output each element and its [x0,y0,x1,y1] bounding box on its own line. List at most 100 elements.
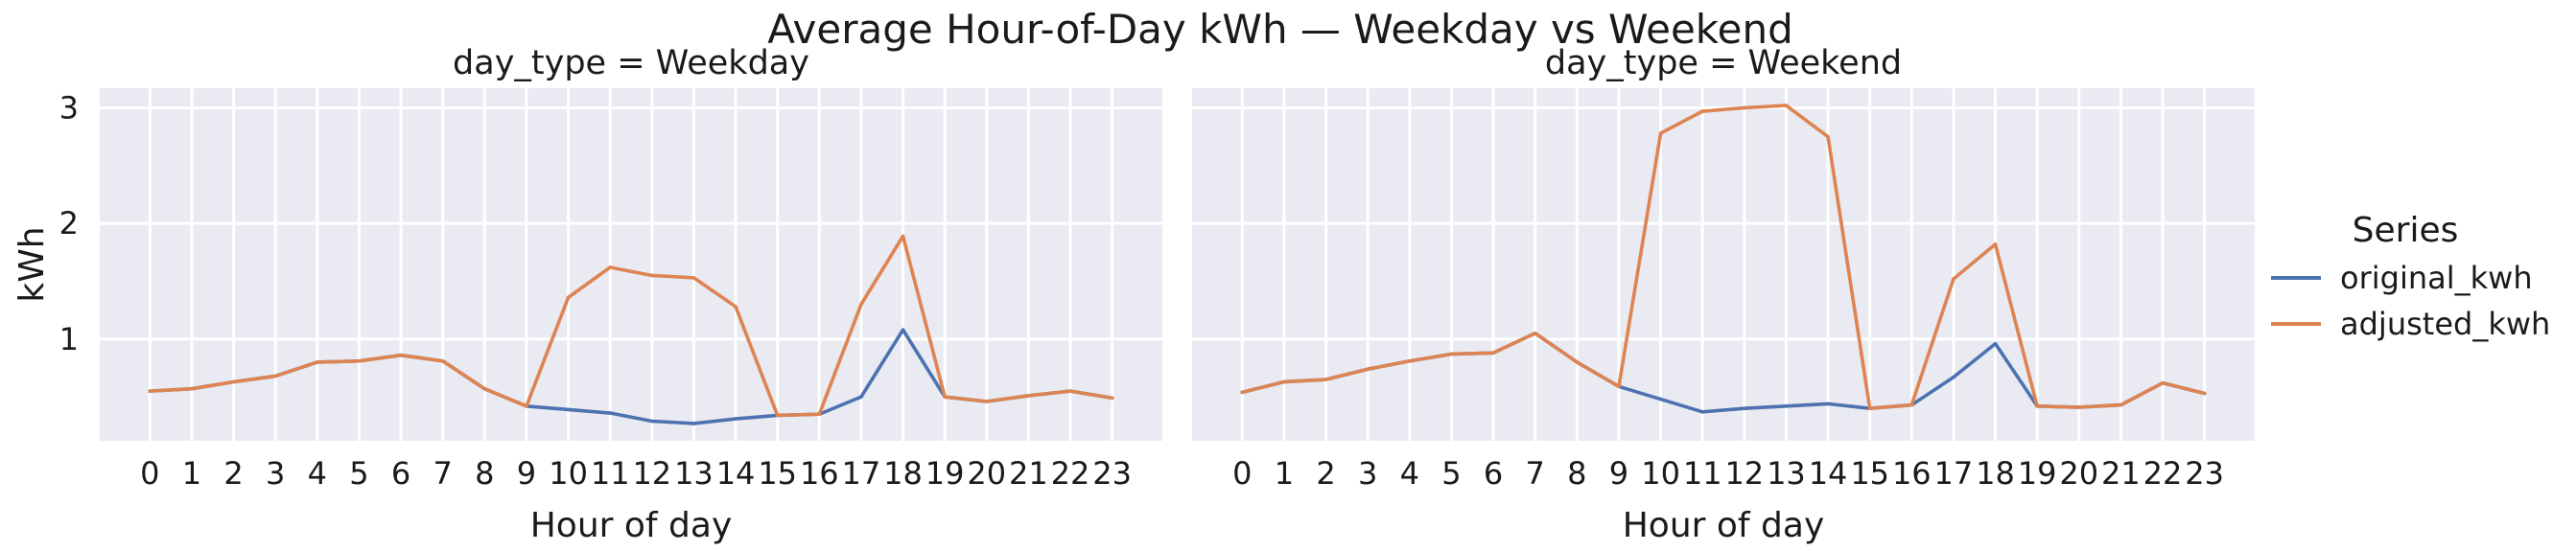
x-tick-label: 7 [433,455,453,492]
data-point-original_kwh [1784,404,1789,408]
data-point-adjusted_kwh [984,400,989,403]
data-point-adjusted_kwh [482,386,487,391]
x-tick-label: 11 [591,455,630,492]
legend-label-adjusted_kwh: adjusted_kwh [2340,306,2550,342]
x-tick-label: 2 [223,455,243,492]
data-point-adjusted_kwh [943,395,947,399]
x-tick-label: 12 [632,455,671,492]
data-point-adjusted_kwh [1449,352,1454,356]
data-point-adjusted_kwh [357,358,362,363]
data-point-adjusted_kwh [190,386,194,391]
data-point-adjusted_kwh [231,379,236,384]
data-point-original_kwh [1826,402,1830,406]
y-tick-label: 1 [59,321,79,357]
x-tick-label: 17 [1934,455,1974,492]
x-tick-label: 0 [140,455,159,492]
x-tick-label: 7 [1526,455,1545,492]
data-point-adjusted_kwh [273,374,278,379]
data-point-original_kwh [1952,375,1955,379]
x-tick-label: 8 [475,455,494,492]
x-tick-label: 8 [1567,455,1586,492]
data-point-original_kwh [734,417,738,421]
data-point-adjusted_kwh [1575,360,1580,364]
chart-title: Average Hour-of-Day kWh — Weekday vs Wee… [767,6,1792,53]
data-point-adjusted_kwh [1026,394,1031,398]
x-tick-label: 9 [1609,455,1628,492]
x-tick-label: 4 [1400,455,1419,492]
data-point-original_kwh [859,395,863,399]
x-tick-label: 21 [1009,455,1048,492]
data-point-adjusted_kwh [1952,277,1955,281]
data-point-adjusted_kwh [775,413,780,418]
legend-label-original_kwh: original_kwh [2340,260,2533,296]
x-tick-label: 14 [716,455,756,492]
data-point-adjusted_kwh [1491,351,1495,356]
data-point-adjusted_kwh [2076,405,2081,409]
y-axis-label: kWh [12,226,52,302]
data-point-adjusted_kwh [2202,391,2207,396]
data-point-adjusted_kwh [525,404,528,408]
x-tick-label: 16 [800,455,839,492]
x-tick-label: 5 [1441,455,1461,492]
data-point-original_kwh [1993,341,1998,346]
x-tick-label: 5 [349,455,368,492]
data-point-adjusted_kwh [859,302,863,307]
plot-background [1192,88,2255,441]
legend-title: Series [2353,211,2459,250]
data-point-adjusted_kwh [1110,396,1114,401]
data-point-adjusted_kwh [148,389,152,393]
x-tick-label: 23 [2185,455,2224,492]
data-point-adjusted_kwh [734,305,738,309]
data-point-adjusted_kwh [817,412,822,417]
data-point-adjusted_kwh [1867,406,1872,411]
data-point-adjusted_kwh [1408,358,1412,363]
panel-title: day_type = Weekend [1545,44,1902,82]
x-tick-label: 6 [1484,455,1503,492]
data-point-original_kwh [901,328,905,332]
data-point-adjusted_kwh [901,234,905,239]
data-point-adjusted_kwh [691,276,696,280]
facet-panel-0: 0 1 2 3 4 5 6 7 8 9 10 11 12 13 14 15 16 17 18 19 20 21 22 2312… [59,44,1162,545]
data-point-adjusted_kwh [2119,402,2123,407]
series-line-adjusted_kwh [148,234,1114,418]
data-point-original_kwh [650,419,654,424]
data-point-original_kwh [691,422,696,425]
data-point-adjusted_kwh [650,273,654,278]
x-tick-label: 1 [182,455,201,492]
panel-title: day_type = Weekday [453,44,809,82]
data-point-original_kwh [1743,406,1746,411]
plot-background [100,88,1162,441]
data-point-adjusted_kwh [2035,404,2039,408]
y-tick-label: 3 [59,90,79,126]
x-tick-label: 11 [1683,455,1722,492]
x-tick-label: 15 [758,455,797,492]
x-axis-label: Hour of day [1623,506,1825,545]
x-tick-label: 10 [549,455,588,492]
x-tick-label: 2 [1316,455,1335,492]
x-tick-label: 13 [674,455,714,492]
data-point-adjusted_kwh [1323,378,1328,381]
data-point-adjusted_kwh [1743,105,1746,110]
x-tick-label: 4 [308,455,327,492]
x-tick-label: 16 [1892,455,1932,492]
data-point-original_kwh [566,407,571,412]
data-point-adjusted_kwh [1993,242,1998,246]
data-point-adjusted_kwh [1909,402,1914,407]
x-tick-label: 10 [1641,455,1680,492]
x-tick-label: 18 [1976,455,2015,492]
data-point-adjusted_kwh [566,295,571,300]
x-axis-label: Hour of day [530,506,733,545]
x-tick-label: 19 [2018,455,2057,492]
x-tick-label: 9 [517,455,536,492]
facet-panel-1: 0 1 2 3 4 5 6 7 8 9 10 11 12 13 14 15 16 17 18 19 20 21 22 23da… [1192,44,2255,545]
x-tick-label: 15 [1850,455,1889,492]
x-tick-label: 12 [1724,455,1764,492]
data-point-adjusted_kwh [1784,103,1789,107]
data-point-adjusted_kwh [440,358,445,363]
x-tick-label: 3 [1358,455,1377,492]
x-tick-label: 6 [391,455,410,492]
data-point-adjusted_kwh [1826,134,1830,139]
data-point-adjusted_kwh [399,353,403,357]
x-tick-label: 22 [1051,455,1090,492]
